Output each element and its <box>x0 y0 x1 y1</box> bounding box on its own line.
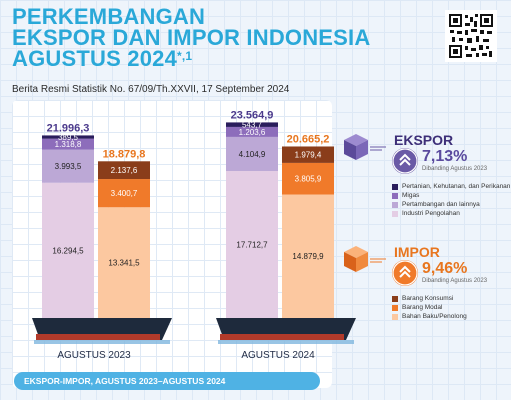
ship-waterline <box>36 334 160 340</box>
legend-item: Industri Pengolahan <box>392 209 510 218</box>
category-label: AGUSTUS 2024 <box>241 350 315 361</box>
impor-box-icon <box>344 246 386 272</box>
impor-legend: Barang Konsumsi Barang Modal Bahan Baku/… <box>392 294 467 321</box>
bar-segment <box>282 162 334 195</box>
impor-change: 9,46% <box>422 260 468 277</box>
data-label: 14.879,9 <box>292 252 324 261</box>
page-subtitle: Berita Resmi Statistik No. 67/09/Th.XXVI… <box>12 84 290 95</box>
data-label: 16.294,5 <box>52 246 84 255</box>
data-label: 3.805,9 <box>295 175 322 184</box>
data-label: 543,7 <box>242 121 263 130</box>
bar-segment <box>282 194 334 318</box>
total-label: 18.879,8 <box>103 148 146 160</box>
legend-item: Bahan Baku/Penolong <box>392 312 467 321</box>
impor-label: IMPOR <box>394 244 440 260</box>
data-label: 3.400,7 <box>111 189 138 198</box>
title-line-2: EKSPOR DAN IMPOR INDONESIA <box>12 25 371 50</box>
impor-compare: Dibanding Agustus 2023 <box>422 278 488 284</box>
bar-segment <box>42 182 94 318</box>
title-mark: *,1 <box>177 49 193 63</box>
bar-segment <box>42 149 94 183</box>
total-label: 20.665,2 <box>287 133 330 145</box>
bar-segment <box>42 135 94 139</box>
data-label: 1.318,8 <box>55 140 82 149</box>
ship-waterline <box>220 334 344 340</box>
data-label: 2.137,6 <box>111 166 138 175</box>
cargo-ships <box>32 318 356 344</box>
bar-segment <box>42 138 94 150</box>
qr-code-icon[interactable] <box>445 10 497 62</box>
bar-segment <box>98 179 150 208</box>
total-label: 23.564,9 <box>231 109 274 121</box>
legend-item: Barang Modal <box>392 303 467 312</box>
water <box>34 340 170 344</box>
water <box>218 340 354 344</box>
ekspor-up-chevron-icon <box>392 148 418 174</box>
impor-summary: IMPOR 9,46% Dibanding Agustus 2023 Baran… <box>340 244 505 324</box>
data-label: 13.341,5 <box>108 259 140 268</box>
total-label: 21.996,3 <box>47 122 90 134</box>
bar-segment <box>98 207 150 318</box>
bar-segment <box>226 170 278 318</box>
data-label: 389,5 <box>58 133 79 142</box>
footer-bar: EKSPOR-IMPOR, AGUSTUS 2023–AGUSTUS 2024 <box>14 372 320 390</box>
data-label: 4.104,9 <box>239 150 266 159</box>
title-line-3: AGUSTUS 2024*,1 <box>12 46 193 71</box>
ekspor-legend: Pertanian, Kehutanan, dan Perikanan Miga… <box>392 182 510 218</box>
bar-segment <box>98 161 150 180</box>
bar-segment <box>282 146 334 163</box>
data-label: 1.203,6 <box>239 128 266 137</box>
page-title: PERKEMBANGAN EKSPOR DAN IMPOR INDONESIA … <box>12 4 371 71</box>
category-label: AGUSTUS 2023 <box>57 350 131 361</box>
ekspor-label: EKSPOR <box>394 132 454 148</box>
data-label: 3.993,5 <box>55 162 82 171</box>
ekspor-summary: EKSPOR 7,13% Dibanding Agustus 2023 Pert… <box>340 132 510 222</box>
legend-item: Pertambangan dan lainnya <box>392 200 510 209</box>
ekspor-change: 7,13% <box>422 148 468 165</box>
bar-segment <box>226 136 278 171</box>
impor-up-chevron-icon <box>392 260 418 286</box>
legend-item: Barang Konsumsi <box>392 294 467 303</box>
ekspor-box-icon <box>344 134 386 160</box>
bar-segment <box>226 126 278 137</box>
legend-item: Pertanian, Kehutanan, dan Perikanan <box>392 182 510 191</box>
data-label: 17.712,7 <box>236 240 268 249</box>
ekspor-compare: Dibanding Agustus 2023 <box>422 166 488 172</box>
legend-item: Migas <box>392 191 510 200</box>
title-line-1: PERKEMBANGAN <box>12 4 206 29</box>
data-label: 1.979,4 <box>295 151 322 160</box>
bar-segment <box>226 122 278 127</box>
